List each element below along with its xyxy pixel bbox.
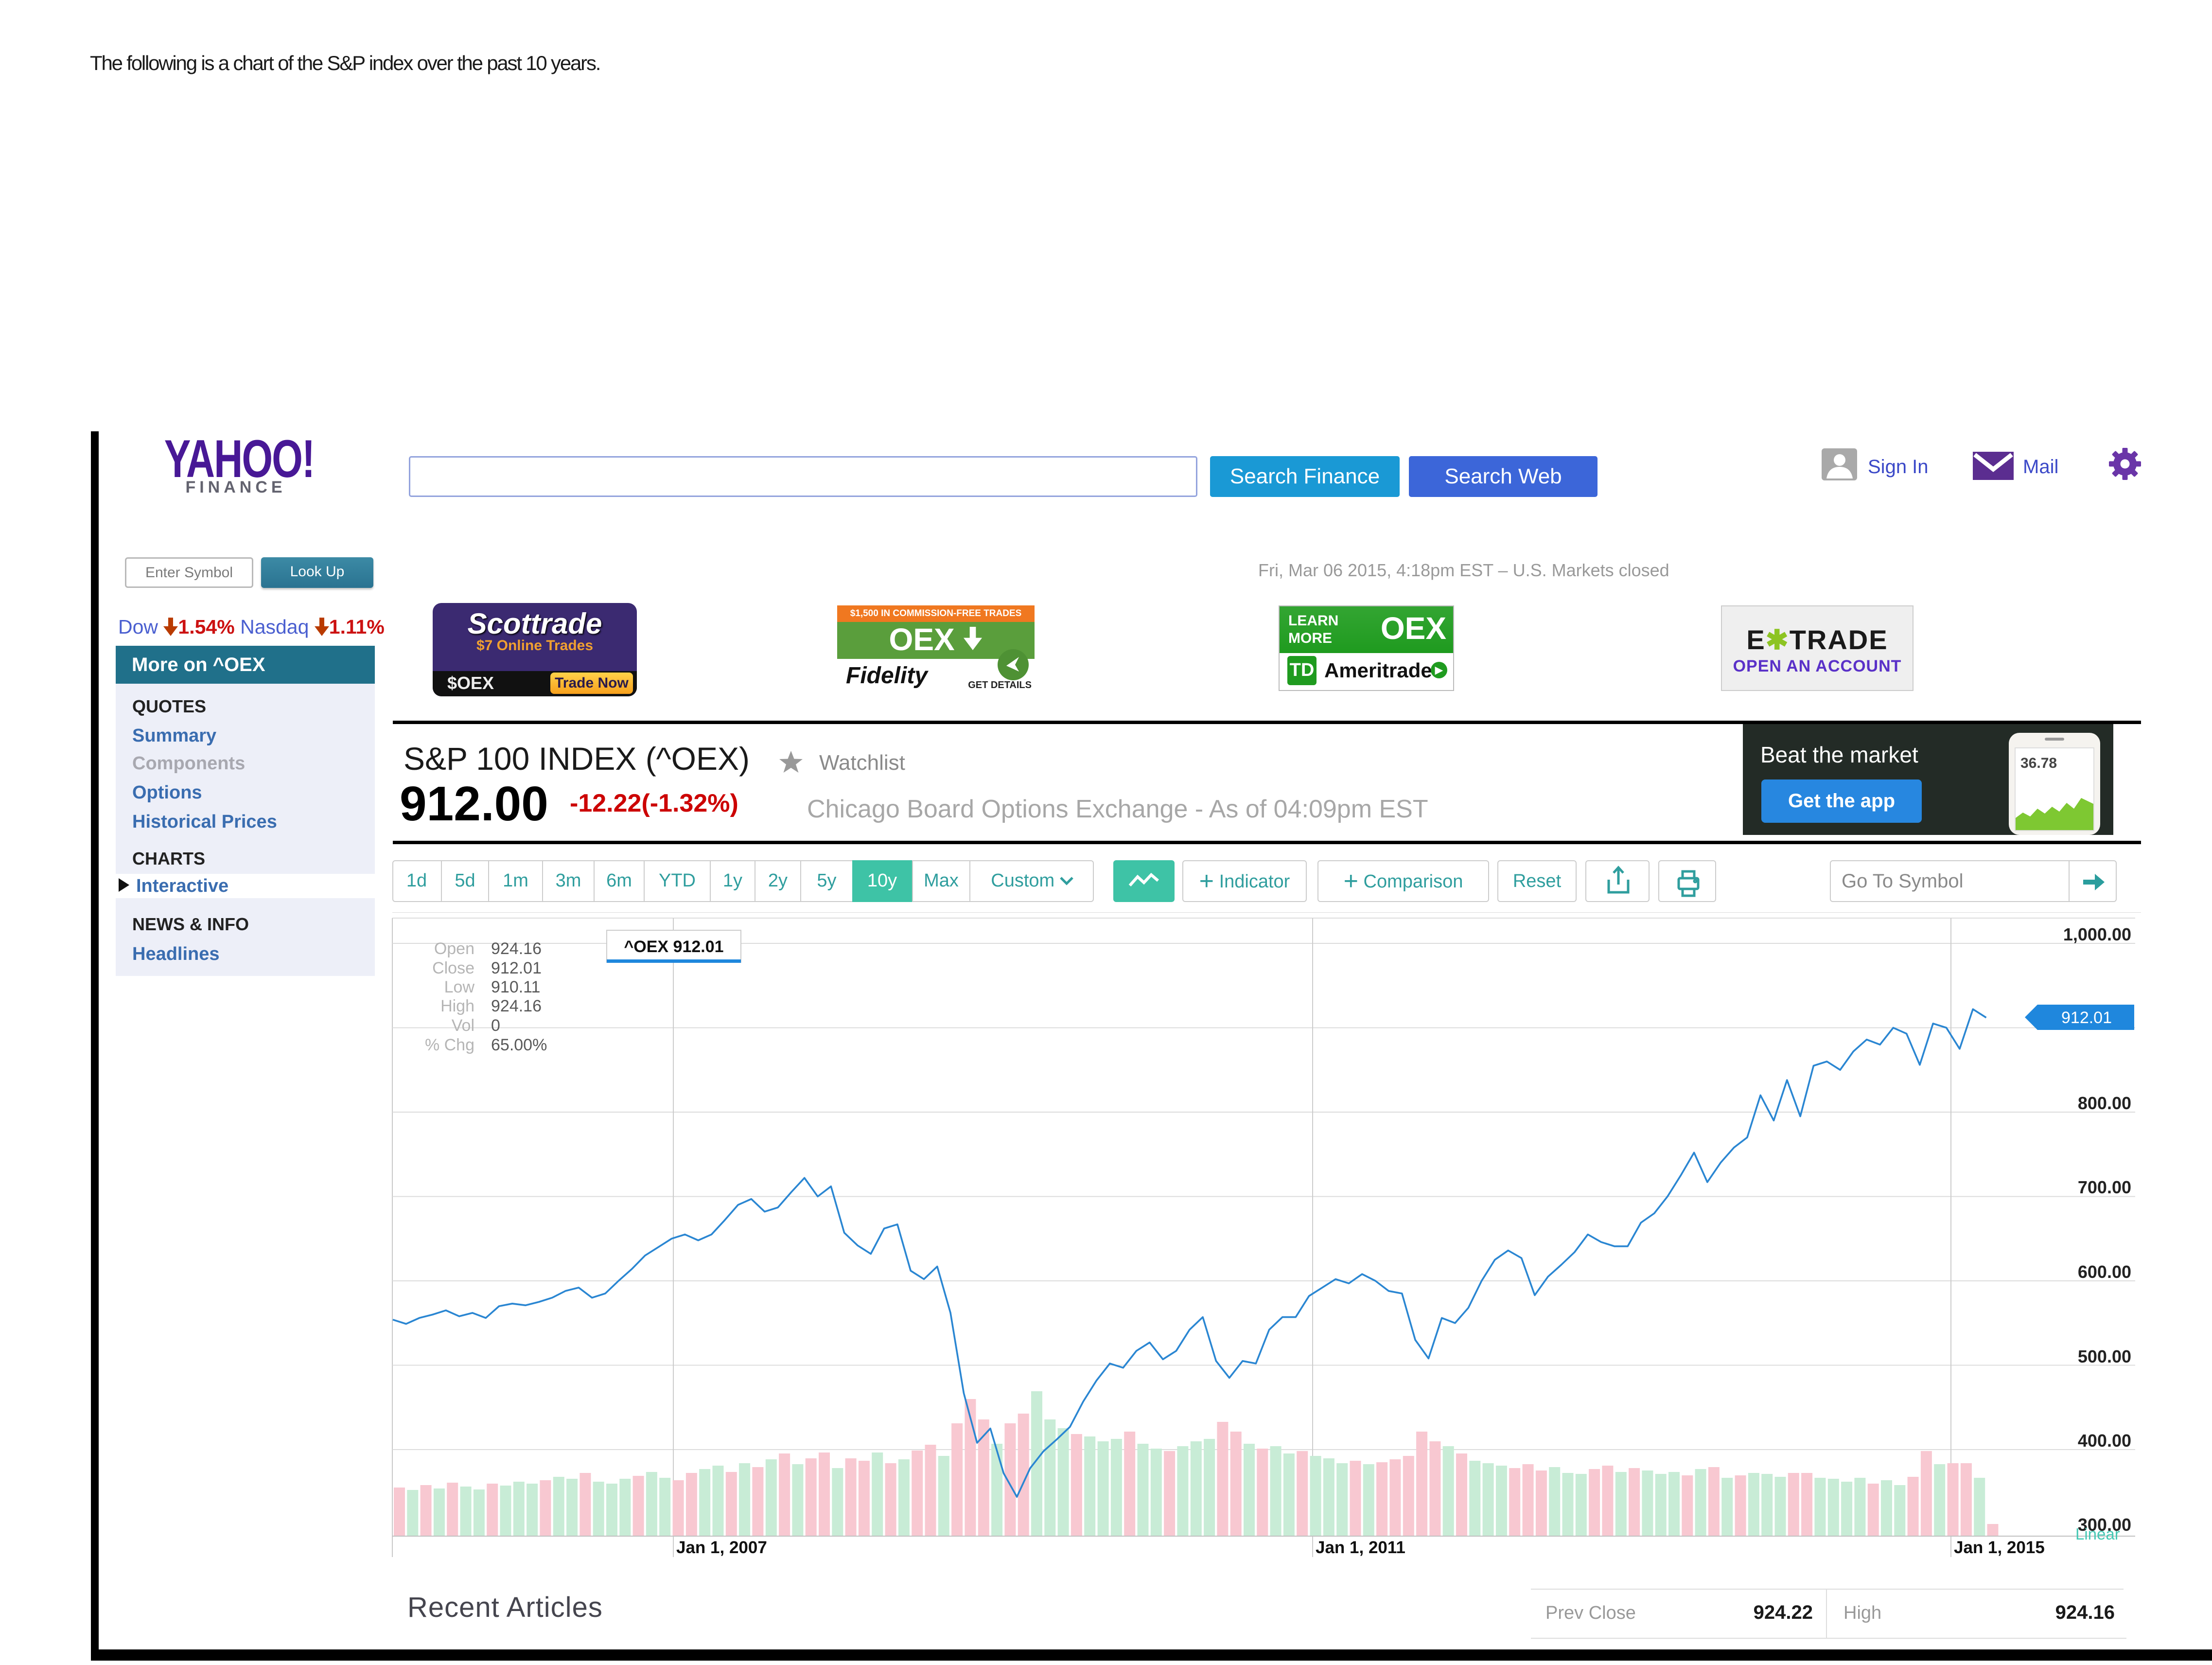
svg-text:500.00: 500.00 (2078, 1346, 2131, 1366)
svg-text:800.00: 800.00 (2078, 1093, 2131, 1113)
svg-text:High: High (440, 997, 474, 1015)
svg-text:Low: Low (444, 978, 475, 996)
svg-text:Jan 1, 2015: Jan 1, 2015 (1954, 1538, 2045, 1557)
svg-text:924.16: 924.16 (491, 997, 542, 1015)
svg-text:Close: Close (432, 959, 474, 977)
svg-text:1,000.00: 1,000.00 (2063, 924, 2131, 944)
svg-text:0: 0 (491, 1016, 500, 1035)
svg-text:Jan 1, 2011: Jan 1, 2011 (1316, 1538, 1405, 1557)
svg-text:^OEX 912.01: ^OEX 912.01 (624, 938, 723, 956)
svg-text:Linear: Linear (2075, 1525, 2120, 1543)
svg-text:Open: Open (434, 939, 474, 958)
svg-text:912.01: 912.01 (2061, 1009, 2112, 1027)
svg-text:Vol: Vol (452, 1016, 474, 1035)
svg-text:912.01: 912.01 (491, 959, 542, 977)
svg-text:600.00: 600.00 (2078, 1262, 2131, 1282)
svg-text:400.00: 400.00 (2078, 1431, 2131, 1451)
svg-text:910.11: 910.11 (491, 978, 540, 996)
svg-text:% Chg: % Chg (425, 1036, 474, 1054)
svg-text:924.16: 924.16 (491, 939, 542, 958)
svg-text:Jan 1, 2007: Jan 1, 2007 (676, 1538, 767, 1557)
svg-text:700.00: 700.00 (2078, 1177, 2131, 1197)
svg-text:65.00%: 65.00% (491, 1036, 547, 1054)
svg-text:300.00: 300.00 (2078, 1515, 2131, 1535)
